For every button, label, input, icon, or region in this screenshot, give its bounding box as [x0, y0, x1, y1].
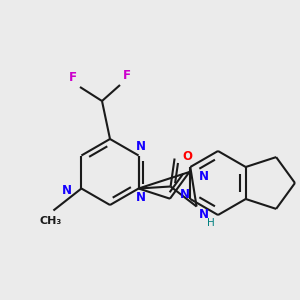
Text: F: F [69, 71, 77, 84]
Text: N: N [200, 169, 209, 182]
Text: H: H [207, 218, 214, 229]
Text: F: F [123, 69, 131, 82]
Text: N: N [199, 208, 208, 221]
Text: CH₃: CH₃ [39, 215, 62, 226]
Text: N: N [136, 191, 146, 204]
Text: N: N [136, 140, 146, 153]
Text: N: N [61, 184, 71, 197]
Text: N: N [180, 188, 190, 201]
Text: O: O [183, 150, 193, 163]
